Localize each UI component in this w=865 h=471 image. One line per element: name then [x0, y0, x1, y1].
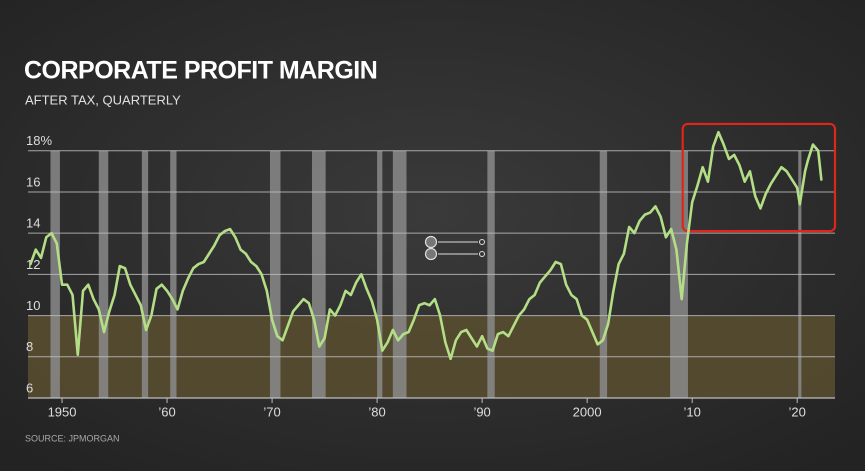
x-tick-label: ’80 — [368, 404, 385, 419]
y-tick-label: 10 — [26, 298, 40, 313]
y-tick-label: 18% — [26, 133, 52, 148]
data-line — [29, 130, 823, 361]
y-tick-label: 14 — [26, 216, 40, 231]
chart-subtitle: AFTER TAX, QUARTERLY — [25, 92, 181, 107]
x-tick-label: ’20 — [789, 404, 806, 419]
highlight-box — [681, 122, 837, 233]
plot-area: 6 8 10 12 14 16 18% 1950 ’60 ’70 ’80 ’90 2000 ’10 ’20 — [26, 122, 837, 419]
y-tick-label: 12 — [26, 257, 40, 272]
y-tick-label: 16 — [26, 174, 40, 189]
y-tick-label: 6 — [26, 380, 33, 395]
x-tick-label: 2000 — [573, 404, 602, 419]
source-note: SOURCE: JPMORGAN — [25, 433, 120, 443]
y-tick-label: 8 — [26, 339, 33, 354]
x-tick-label: 1950 — [48, 404, 77, 419]
x-tick-label: ’70 — [263, 404, 280, 419]
x-tick-label: ’60 — [158, 404, 175, 419]
chart-title: CORPORATE PROFIT MARGIN — [24, 57, 377, 85]
x-tick-label: ’90 — [473, 404, 490, 419]
x-tick-label: ’10 — [683, 404, 700, 419]
legend-icon — [424, 235, 485, 261]
